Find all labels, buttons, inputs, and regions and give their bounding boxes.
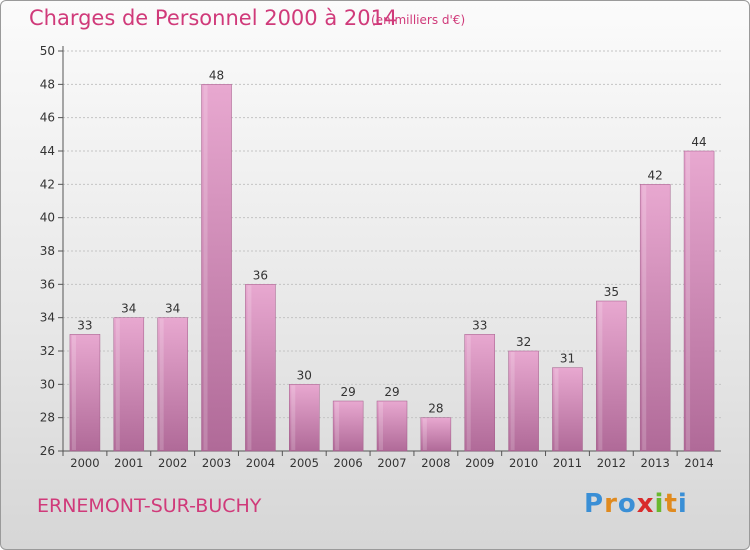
bar-highlight <box>71 335 76 450</box>
logo-letter: x <box>636 489 655 519</box>
y-tick-label: 46 <box>40 111 55 125</box>
bar <box>113 317 145 452</box>
bar-highlight <box>159 318 164 450</box>
bar-value-label: 30 <box>297 368 312 382</box>
y-tick-label: 50 <box>40 44 55 58</box>
x-tick-label: 2004 <box>246 456 275 470</box>
y-tick-label: 38 <box>40 244 55 258</box>
bar <box>376 400 408 452</box>
bar-highlight <box>115 318 120 450</box>
y-tick-label: 36 <box>40 277 55 291</box>
chart-title: Charges de Personnel 2000 à 2014 <box>29 6 398 30</box>
bar-highlight <box>642 185 647 451</box>
bar-value-label: 33 <box>77 318 92 332</box>
logo-letter: i <box>677 489 688 519</box>
commune-name: ERNEMONT-SUR-BUCHY <box>37 495 262 517</box>
y-tick-label: 26 <box>40 444 55 458</box>
y-tick-label: 28 <box>40 411 55 425</box>
bar-highlight <box>335 402 340 450</box>
bar <box>157 317 188 452</box>
bar-highlight <box>247 285 252 450</box>
x-tick-label: 2011 <box>553 456 582 470</box>
x-tick-label: 2014 <box>684 456 713 470</box>
y-tick-label: 34 <box>40 311 55 325</box>
bar-value-label: 31 <box>560 352 575 366</box>
logo-letter: P <box>584 489 605 519</box>
bar-value-label: 29 <box>384 385 399 399</box>
y-tick-label: 42 <box>40 177 55 191</box>
x-tick-label: 2003 <box>202 456 231 470</box>
bar <box>289 384 320 452</box>
bar-value-label: 32 <box>516 335 531 349</box>
bar <box>332 400 364 452</box>
logo-letter: r <box>604 489 618 519</box>
logo-letter: i <box>654 489 665 519</box>
bar <box>639 184 671 452</box>
bar-highlight <box>203 85 208 450</box>
y-tick-label: 48 <box>40 77 55 91</box>
bar <box>245 284 276 452</box>
bar-value-label: 34 <box>165 302 180 316</box>
bar-highlight <box>379 402 383 450</box>
bar-value-label: 35 <box>604 285 619 299</box>
x-tick-label: 2002 <box>158 456 187 470</box>
y-tick-label: 30 <box>40 377 55 391</box>
bar-highlight <box>554 368 559 450</box>
chart-subtitle: (en milliers d'€) <box>371 13 466 27</box>
x-tick-label: 2010 <box>509 456 538 470</box>
bar <box>420 417 452 452</box>
bar <box>683 150 715 452</box>
y-tick-label: 40 <box>40 211 55 225</box>
y-tick-label: 44 <box>40 144 55 158</box>
x-tick-label: 2013 <box>641 456 670 470</box>
bar-value-label: 34 <box>121 302 136 316</box>
bar-value-label: 29 <box>340 385 355 399</box>
data-labels: 33 34 34 48 36 30 29 29 28 33 32 31 35 42 44 <box>77 68 706 415</box>
logo-letter: t <box>664 489 678 519</box>
y-tick-label: 32 <box>40 344 55 358</box>
x-tick-label: 2000 <box>70 456 99 470</box>
bar <box>69 334 101 452</box>
bar-highlight <box>422 418 427 450</box>
x-tick-label: 2001 <box>114 456 143 470</box>
bar-highlight <box>510 352 515 450</box>
bar-value-label: 33 <box>472 318 487 332</box>
proxiti-logo: Proxiti <box>584 489 688 519</box>
bar <box>552 367 583 452</box>
logo-letter: o <box>617 489 637 519</box>
bar-value-label: 36 <box>253 268 268 282</box>
bars <box>69 84 715 452</box>
x-tick-label: 2012 <box>597 456 626 470</box>
bar-value-label: 44 <box>691 135 706 149</box>
bar-highlight <box>466 335 471 450</box>
bar <box>201 84 232 452</box>
x-tick-label: 2007 <box>377 456 406 470</box>
bar-highlight <box>598 302 603 450</box>
x-tick-label: 2005 <box>290 456 319 470</box>
bar <box>508 350 539 452</box>
bar-value-label: 48 <box>209 68 224 82</box>
x-tick-label: 2006 <box>333 456 362 470</box>
x-tick-label: 2009 <box>465 456 494 470</box>
bar-highlight <box>686 152 691 450</box>
bar-highlight <box>291 385 296 450</box>
bar-value-label: 42 <box>648 168 663 182</box>
x-tick-label: 2008 <box>421 456 450 470</box>
bar-value-label: 28 <box>428 402 443 416</box>
bar <box>596 300 627 452</box>
bar <box>464 334 495 452</box>
